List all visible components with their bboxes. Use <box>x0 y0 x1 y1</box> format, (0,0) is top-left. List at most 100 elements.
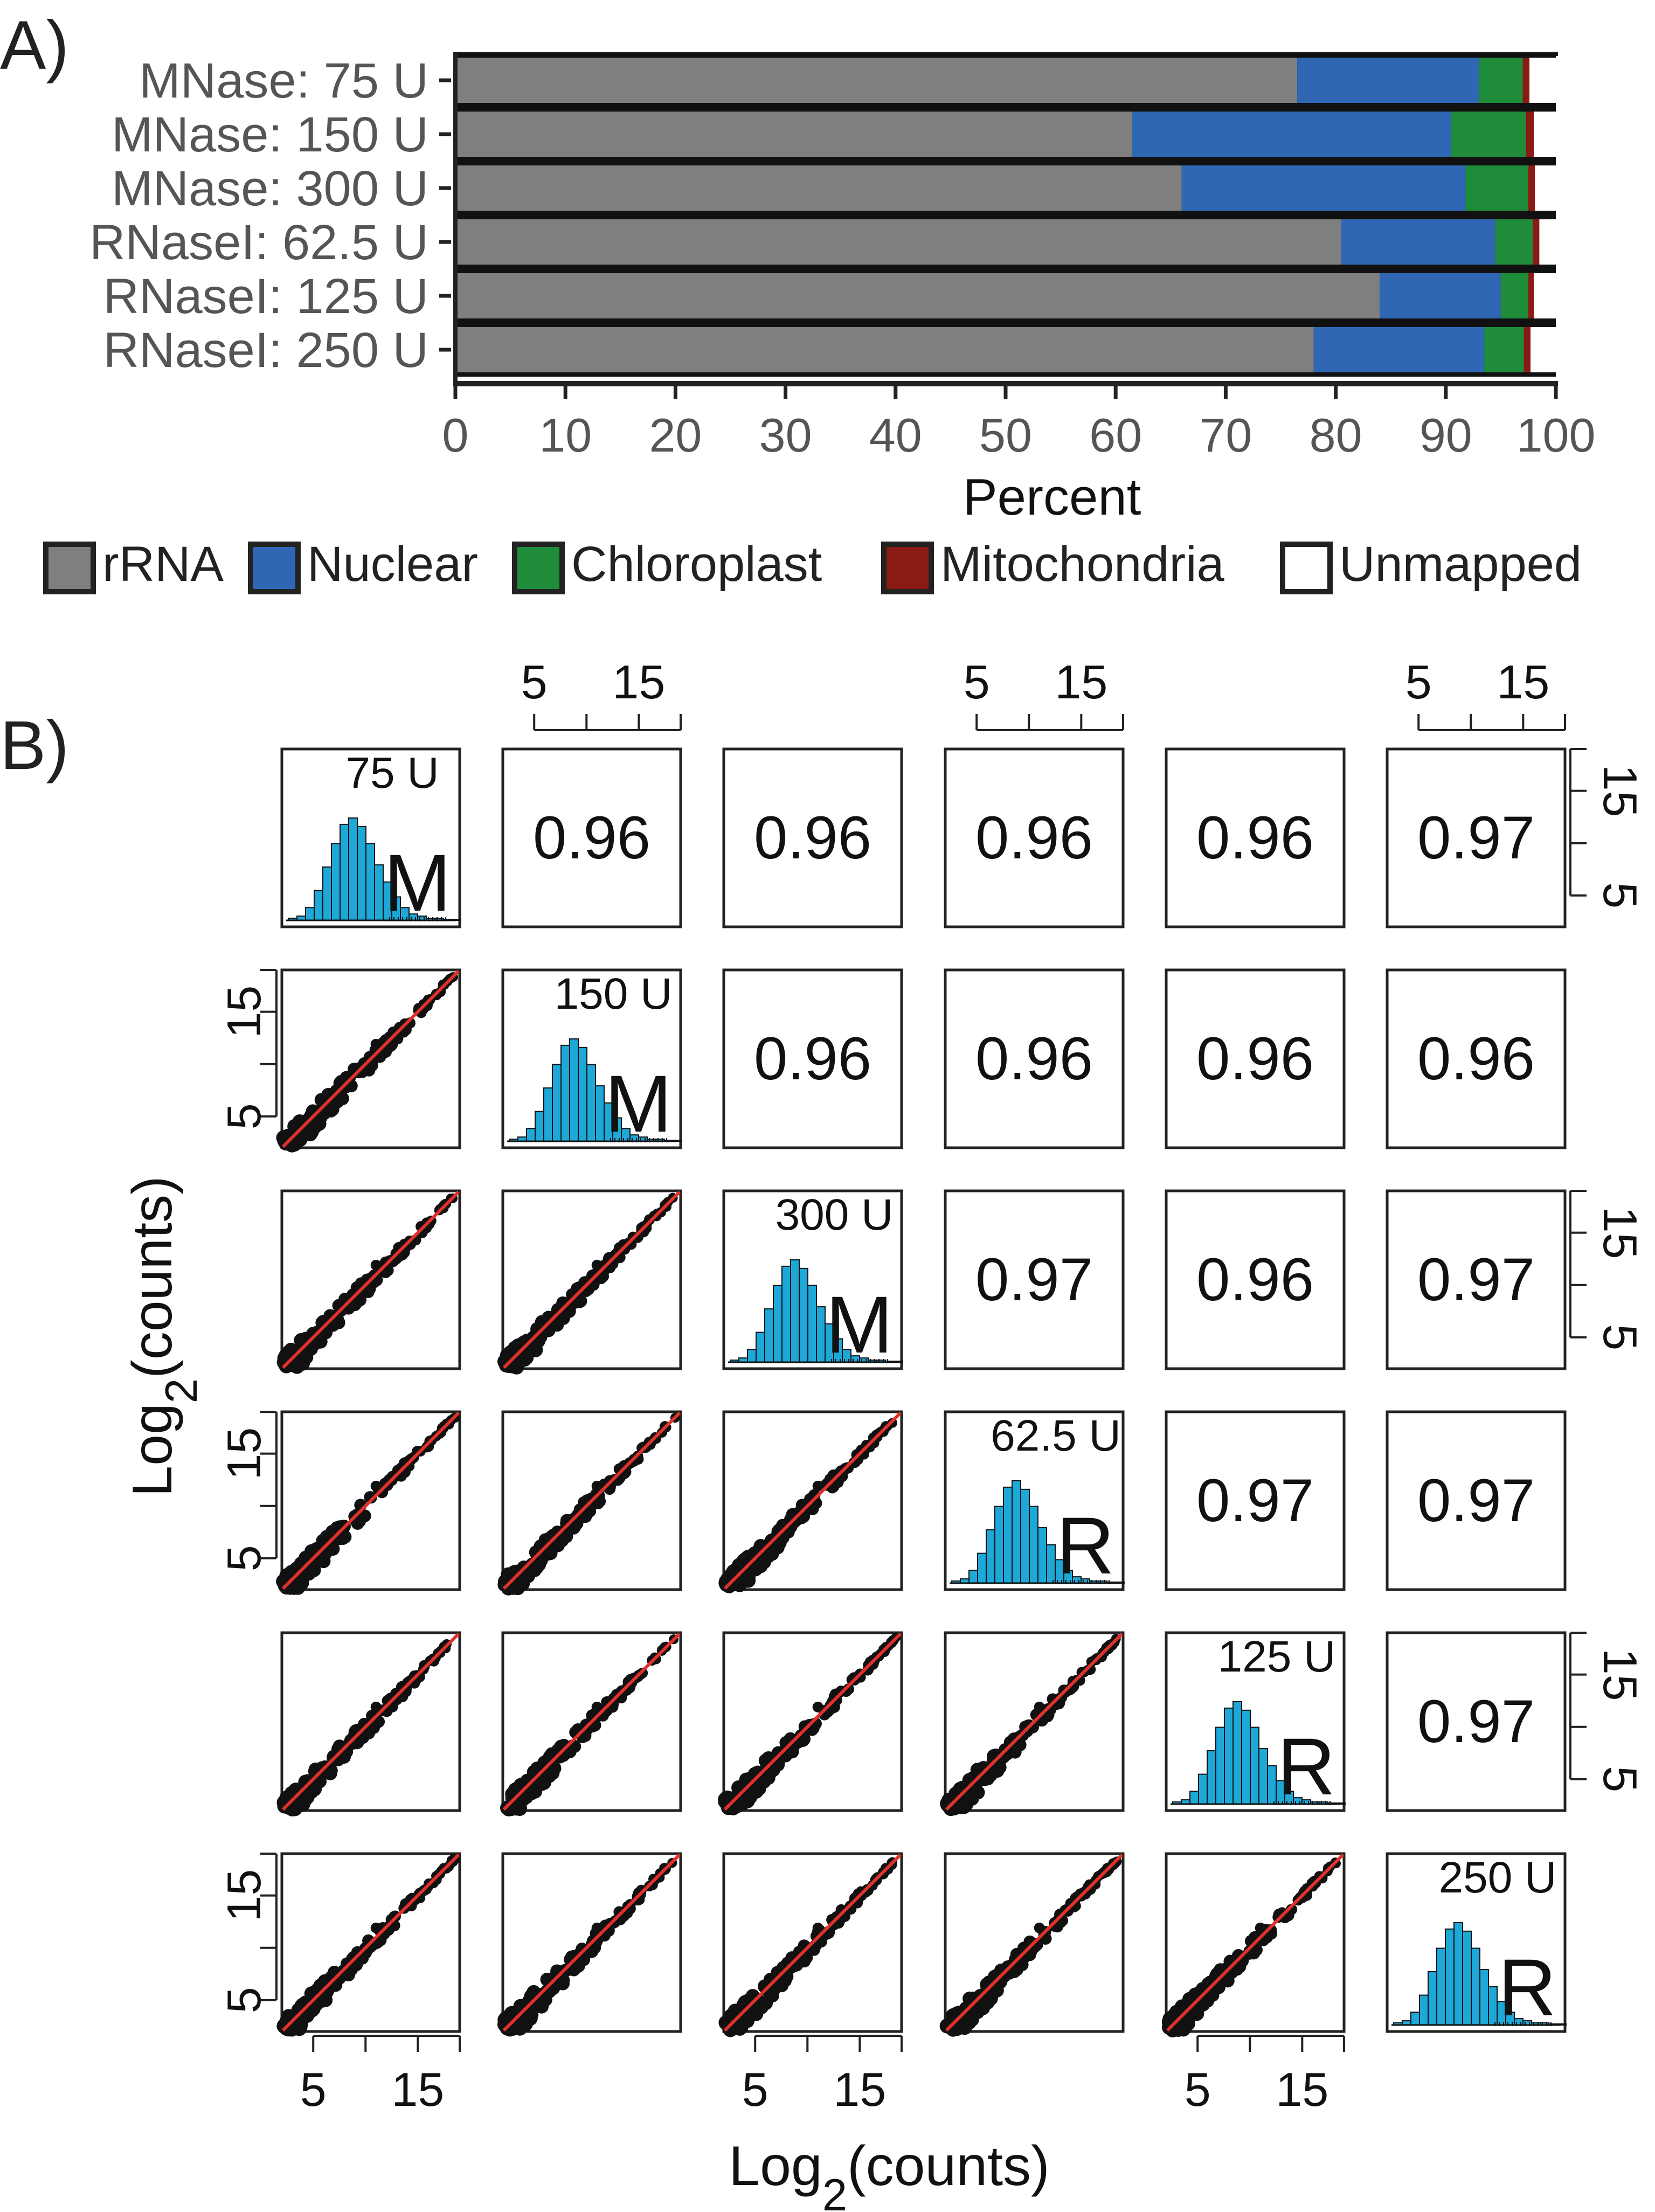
scatter-point <box>400 1242 412 1253</box>
scatter-cell-1-0 <box>276 968 461 1153</box>
histogram-bar <box>374 864 384 921</box>
scatter-point <box>621 1683 633 1695</box>
histogram-bar <box>365 843 375 921</box>
top-x-axis-col-5: 5 15 <box>1405 655 1566 731</box>
scatter-point <box>1034 1701 1045 1712</box>
scatter-point <box>1255 1922 1266 1933</box>
histogram-bar <box>1267 1765 1277 1805</box>
correlation-cell-0-2: 0.96 <box>722 747 903 928</box>
scatter-point <box>726 1576 742 1591</box>
histogram-bar <box>331 843 341 921</box>
histogram-bar <box>977 1552 987 1584</box>
bar-segment-rrna <box>455 219 1341 265</box>
bar-segment-chloroplast <box>1451 112 1526 157</box>
category-label: RNaseI: 250 U <box>103 323 428 378</box>
correlation-cell-2-5: 0.97 <box>1386 1189 1567 1370</box>
scatter-point <box>981 1764 995 1779</box>
histogram-bar <box>764 1308 774 1363</box>
sample-label: 62.5 U <box>991 1411 1121 1460</box>
tick-label: 15 <box>1594 1206 1647 1259</box>
bar-segment-nuclear <box>1181 165 1466 211</box>
category-label: MNase: 300 U <box>112 161 428 216</box>
scatter-point <box>586 1944 599 1957</box>
fit-line <box>281 1632 460 1811</box>
x-axis-title: Percent <box>963 468 1141 526</box>
scatter-point <box>812 1480 823 1492</box>
bar-segment-chloroplast <box>1484 327 1524 372</box>
fit-line <box>281 1411 460 1590</box>
scatter-point <box>957 2008 972 2023</box>
scatter-point <box>388 1254 400 1266</box>
bar-segment-nuclear <box>1297 58 1479 103</box>
cell-frame <box>944 968 1125 1149</box>
scatter-point <box>591 1259 603 1271</box>
x-tick-label: 40 <box>869 408 922 462</box>
cell-frame <box>1386 1410 1567 1591</box>
scatter-point <box>805 1498 818 1511</box>
histogram-bar <box>1020 1488 1030 1584</box>
scatter-point <box>370 1480 382 1492</box>
legend: rRNA Nuclear Chloroplast Mitochondria Unmapp… <box>43 537 1582 594</box>
bar-segment-rrna <box>455 165 1182 211</box>
fit-line <box>945 1853 1124 2032</box>
bar-segment-nuclear <box>1313 327 1485 372</box>
histogram-bar <box>1046 1544 1056 1584</box>
cell-frame <box>1386 1631 1567 1812</box>
fit-line <box>502 1190 681 1369</box>
tick-label: 5 <box>1594 1324 1647 1350</box>
histogram-bar <box>1428 1971 1437 2026</box>
scatter-point <box>1221 1974 1235 1988</box>
scatter-point <box>336 1531 350 1545</box>
histogram-bar <box>1224 1707 1234 1805</box>
scatter-point <box>303 1127 317 1142</box>
scatter-point <box>579 1510 592 1523</box>
bar-segment-unmapped <box>1535 165 1556 211</box>
scatter-point <box>362 1285 375 1299</box>
histogram-bar <box>781 1265 791 1363</box>
legend-item-nuclear: Nuclear <box>248 537 478 594</box>
scatter-point <box>576 1943 588 1956</box>
scatter-cell-5-1 <box>497 1852 682 2037</box>
bar-segment-mitochondria <box>1528 273 1534 318</box>
scatter-point <box>591 1480 603 1492</box>
scatter-point <box>591 1701 603 1712</box>
histogram-bar <box>578 1046 587 1142</box>
legend-swatch <box>248 542 301 594</box>
correlation-value: 0.96 <box>975 1025 1093 1092</box>
histogram-bar <box>560 1044 570 1142</box>
bar-segment-mitochondria <box>1526 112 1534 157</box>
top-x-axis-col-1: 5 15 <box>521 655 682 731</box>
x-tick-label: 20 <box>649 408 702 462</box>
tick-label: 15 <box>1055 655 1107 709</box>
histogram-bar <box>348 817 358 921</box>
panel-b-pairs-matrix: B) 75 U M 0.96 0.96 0.96 0.96 0.97 150 U M 0.96 0.… <box>0 655 1647 2212</box>
correlation-value: 0.96 <box>975 804 1093 871</box>
scatter-point <box>1007 1960 1021 1973</box>
scatter-point <box>1034 1922 1045 1933</box>
correlation-value: 0.96 <box>1196 1025 1314 1092</box>
histogram-bar <box>1037 1527 1047 1584</box>
tick-label: 15 <box>217 1427 271 1480</box>
fit-line <box>1166 1853 1345 2032</box>
histogram-bar <box>1198 1773 1208 1805</box>
tick-label: 5 <box>521 655 548 709</box>
scatter-cell-4-0 <box>276 1631 461 1816</box>
scatter-cell-5-0 <box>276 1852 461 2037</box>
bar-segment-nuclear <box>1380 273 1501 318</box>
scatter-point <box>775 1531 790 1545</box>
histogram-bar <box>968 1570 978 1584</box>
tick-label: 5 <box>1594 882 1647 909</box>
legend-label: Mitochondria <box>940 537 1225 592</box>
scatter-point <box>761 1771 775 1785</box>
histogram-bar <box>340 823 349 921</box>
histogram-bar <box>1029 1506 1038 1584</box>
bar-segment-rrna <box>455 58 1298 103</box>
scatter-point <box>572 1295 586 1308</box>
correlation-value: 0.96 <box>1196 1246 1314 1313</box>
correlation-value: 0.97 <box>975 1246 1093 1313</box>
correlation-cell-3-5: 0.97 <box>1386 1410 1567 1591</box>
tick-label: 15 <box>612 655 665 709</box>
scatter-point <box>497 1577 513 1592</box>
histogram-bar <box>595 1085 605 1142</box>
